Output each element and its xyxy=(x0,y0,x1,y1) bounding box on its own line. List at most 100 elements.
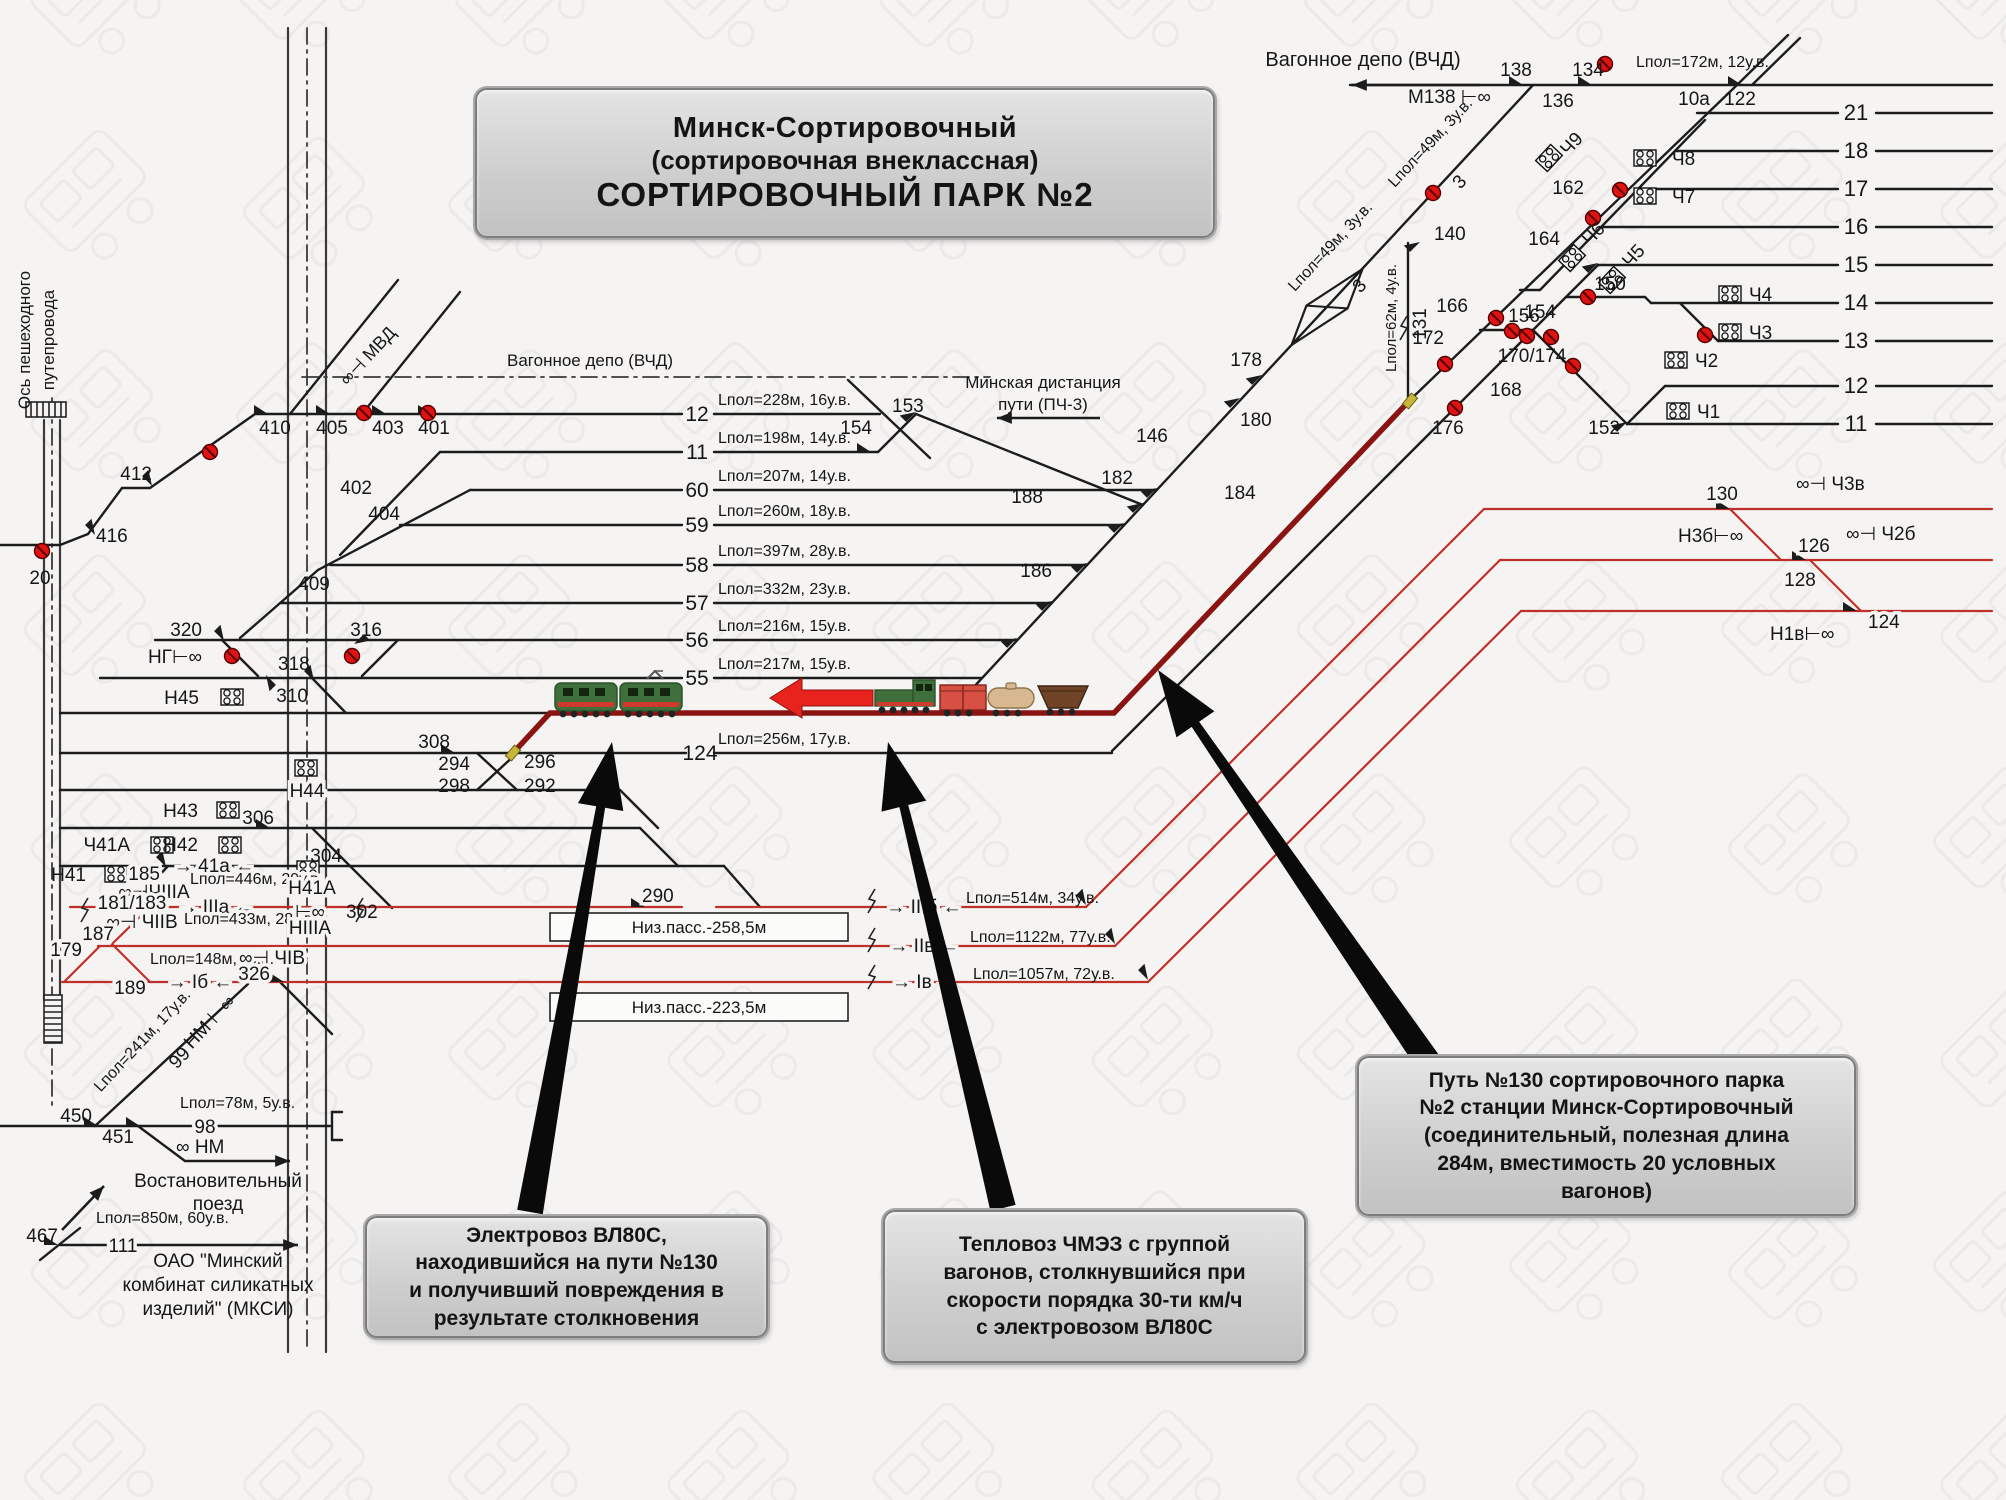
track-line xyxy=(220,638,260,678)
diagram-label: 410 xyxy=(259,418,291,439)
switch-tick xyxy=(85,518,95,535)
dwarf-signal-icon xyxy=(294,759,318,777)
switch-tick xyxy=(316,405,330,414)
track-line xyxy=(310,676,348,715)
direction-arrow xyxy=(230,1239,298,1251)
diagram-label: Н41А xyxy=(288,878,336,899)
diagram-label: ∞ НМ xyxy=(176,1137,224,1158)
diagram-label: Lпол=217м, 15у.в. xyxy=(718,656,851,673)
diagram-label: 57 xyxy=(685,592,708,615)
diagram-label: 181/183 xyxy=(98,893,167,914)
track-line xyxy=(93,982,250,1128)
diagram-label: 180 xyxy=(1240,410,1272,431)
switch-tick xyxy=(1140,488,1157,498)
diagram-label: Вагонное депо (ВЧД) xyxy=(1265,49,1460,71)
diagram-label: поезд xyxy=(193,1194,243,1215)
diagram-label: Ч7 xyxy=(1672,187,1695,208)
diagram-label: 138 xyxy=(1500,60,1532,81)
diagram-label: ∞⊣ЧIIIА xyxy=(118,882,190,903)
platform-label: Низ.пасс.-258,5м xyxy=(632,918,767,937)
diagram-label: 405 xyxy=(316,418,348,439)
pedestrian-bridge-symbol xyxy=(43,994,63,1044)
red-track-line xyxy=(110,905,152,946)
switch-tick xyxy=(1843,602,1857,611)
track-line xyxy=(638,826,680,868)
dwarf-signal-icon xyxy=(1664,351,1688,369)
callout-line: Путь №130 сортировочного парка xyxy=(1428,1068,1785,1092)
diagram-label: Ч3 xyxy=(1749,323,1772,344)
track-line xyxy=(38,1226,82,1262)
diagram-label: 98 xyxy=(194,1117,215,1138)
diagram-label: Lпол=433м, 28у.в. xyxy=(184,911,317,928)
collision-red-arrow xyxy=(769,677,874,719)
diagram-label: ∞⊣ Ч2б xyxy=(1846,524,1916,545)
diagram-label: Н45 xyxy=(164,688,199,709)
diagram-label: 294 xyxy=(438,754,470,775)
switch-tick xyxy=(256,819,270,828)
switch-tick xyxy=(142,469,152,486)
diagram-label: 176 xyxy=(1432,418,1464,439)
track-line xyxy=(618,788,660,830)
switch-tick xyxy=(1403,242,1420,252)
callout-pointer-arrow xyxy=(1158,670,1439,1070)
diagram-label: ОАО "Минский xyxy=(153,1251,282,1272)
diagram-label: 172 xyxy=(1412,328,1444,349)
track-line xyxy=(1531,328,1629,426)
track-line xyxy=(120,412,257,490)
callout-line: результате столкновения xyxy=(433,1306,700,1330)
callout-line: и получивший повреждения в xyxy=(409,1279,724,1302)
diagram-label: Lпол=148м, 8у.в. xyxy=(150,951,274,968)
switch-tick xyxy=(1245,375,1262,385)
diagram-label: 188 xyxy=(1011,487,1043,508)
track-line xyxy=(846,378,932,460)
diagram-label: 170/174 xyxy=(1498,346,1567,367)
diagram-label: комбинат силикатных xyxy=(122,1275,314,1296)
diagram-label: 150 xyxy=(1594,274,1626,295)
red-track-line xyxy=(1084,507,1486,909)
signal-red-icon xyxy=(1564,357,1582,375)
diagram-label: 10а xyxy=(1678,89,1710,110)
insulation-zigzag-icon xyxy=(867,964,877,990)
diagram-label: Н44 xyxy=(290,781,325,802)
diagram-label: 168 xyxy=(1490,380,1522,401)
diagram-label: 179 xyxy=(50,940,82,961)
diagram-label: 182 xyxy=(1101,468,1133,489)
diagram-label: 140 xyxy=(1434,224,1466,245)
callout-line: вагонов, столкнувшийся при xyxy=(943,1260,1246,1284)
diagram-label: 404 xyxy=(368,504,400,525)
diagram-label: 184 xyxy=(1224,483,1256,504)
diagram-label: 189 xyxy=(114,978,146,999)
diagram-label: → IIв ← xyxy=(889,936,958,957)
diagram-label: Н42 xyxy=(163,835,198,856)
red-track-line xyxy=(1808,558,1863,613)
insulation-zigzag-icon xyxy=(1399,315,1409,341)
diagram-label: 124 xyxy=(1868,612,1900,633)
switch-tick xyxy=(1610,422,1627,432)
diagram-label: 17 xyxy=(1844,176,1868,201)
track-line xyxy=(136,1124,224,1163)
switch-tick xyxy=(1000,638,1017,648)
signal-red-icon xyxy=(1446,399,1464,417)
diagram-label: 16 xyxy=(1844,214,1868,239)
switch-tick xyxy=(254,405,268,414)
diagram-label: Lпол=228м, 16у.в. xyxy=(718,392,851,409)
diagram-label: Ось пешеходного xyxy=(15,271,34,409)
signal-red-icon xyxy=(1518,327,1536,345)
diamond-crossing-icon xyxy=(1289,266,1365,348)
switch-tick xyxy=(126,1117,140,1126)
switch-tick xyxy=(266,675,276,692)
switch-tick xyxy=(214,624,224,641)
dwarf-signal-icon xyxy=(1666,402,1690,420)
dwarf-signal-icon xyxy=(216,801,240,819)
diagram-label: 60 xyxy=(685,479,708,502)
diagram-label: 122 xyxy=(1724,89,1756,110)
red-track-line xyxy=(110,942,152,984)
diagram-label: → IIIа ← xyxy=(179,897,254,918)
diagram-label: Lпол=216м, 15у.в. xyxy=(718,618,851,635)
diagram-label: НIIIА xyxy=(289,918,332,939)
track-line xyxy=(338,450,442,557)
platform: Низ.пасс.-258,5м xyxy=(549,912,849,942)
track-line xyxy=(1750,36,1802,87)
switch-tick xyxy=(304,664,314,681)
